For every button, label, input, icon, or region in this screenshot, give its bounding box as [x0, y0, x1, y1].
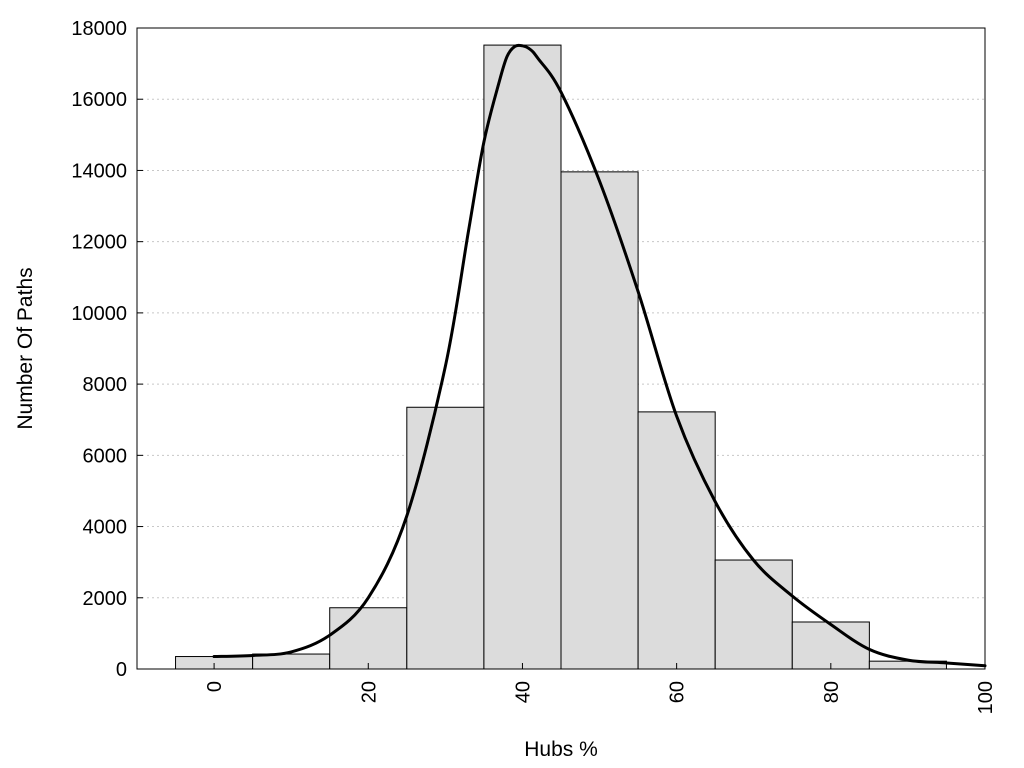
x-axis-title: Hubs % [524, 738, 598, 761]
y-tick-label: 18000 [71, 18, 127, 40]
histogram-bar [329, 607, 408, 670]
x-tick-label: 0 [204, 681, 226, 692]
y-tick-label: 8000 [83, 374, 128, 396]
x-tick-label: 80 [821, 681, 843, 703]
x-axis: 0 20 40 60 80 100 [204, 663, 997, 714]
y-tick-label: 0 [116, 659, 127, 681]
y-tick-label: 10000 [71, 303, 127, 325]
histogram-bar [406, 406, 485, 670]
x-tick-label: 100 [975, 681, 997, 714]
y-axis-title: Number Of Paths [14, 267, 37, 429]
plot-frame [136, 27, 986, 670]
y-tick-label: 12000 [71, 232, 127, 254]
x-tick-label: 60 [667, 681, 689, 703]
histogram-bar [714, 559, 793, 670]
x-tick-label: 20 [358, 681, 380, 703]
histogram-bar [791, 621, 870, 670]
histogram-bar [637, 411, 716, 670]
y-tick-label: 2000 [83, 588, 128, 610]
bars-layer [175, 44, 947, 670]
density-curve [212, 43, 987, 668]
y-tick-label: 14000 [71, 160, 127, 182]
y-axis: 0 2000 4000 6000 8000 10000 12000 14000 16000 180… [71, 18, 143, 681]
y-tick-label: 4000 [83, 517, 128, 539]
y-tick-label: 6000 [83, 445, 128, 467]
density-curve-layer [212, 43, 987, 668]
histogram-bar [560, 171, 639, 670]
histogram-bar [483, 44, 562, 670]
x-tick-label: 40 [512, 681, 534, 703]
y-tick-label: 16000 [71, 89, 127, 111]
grid-layer [137, 98, 985, 599]
